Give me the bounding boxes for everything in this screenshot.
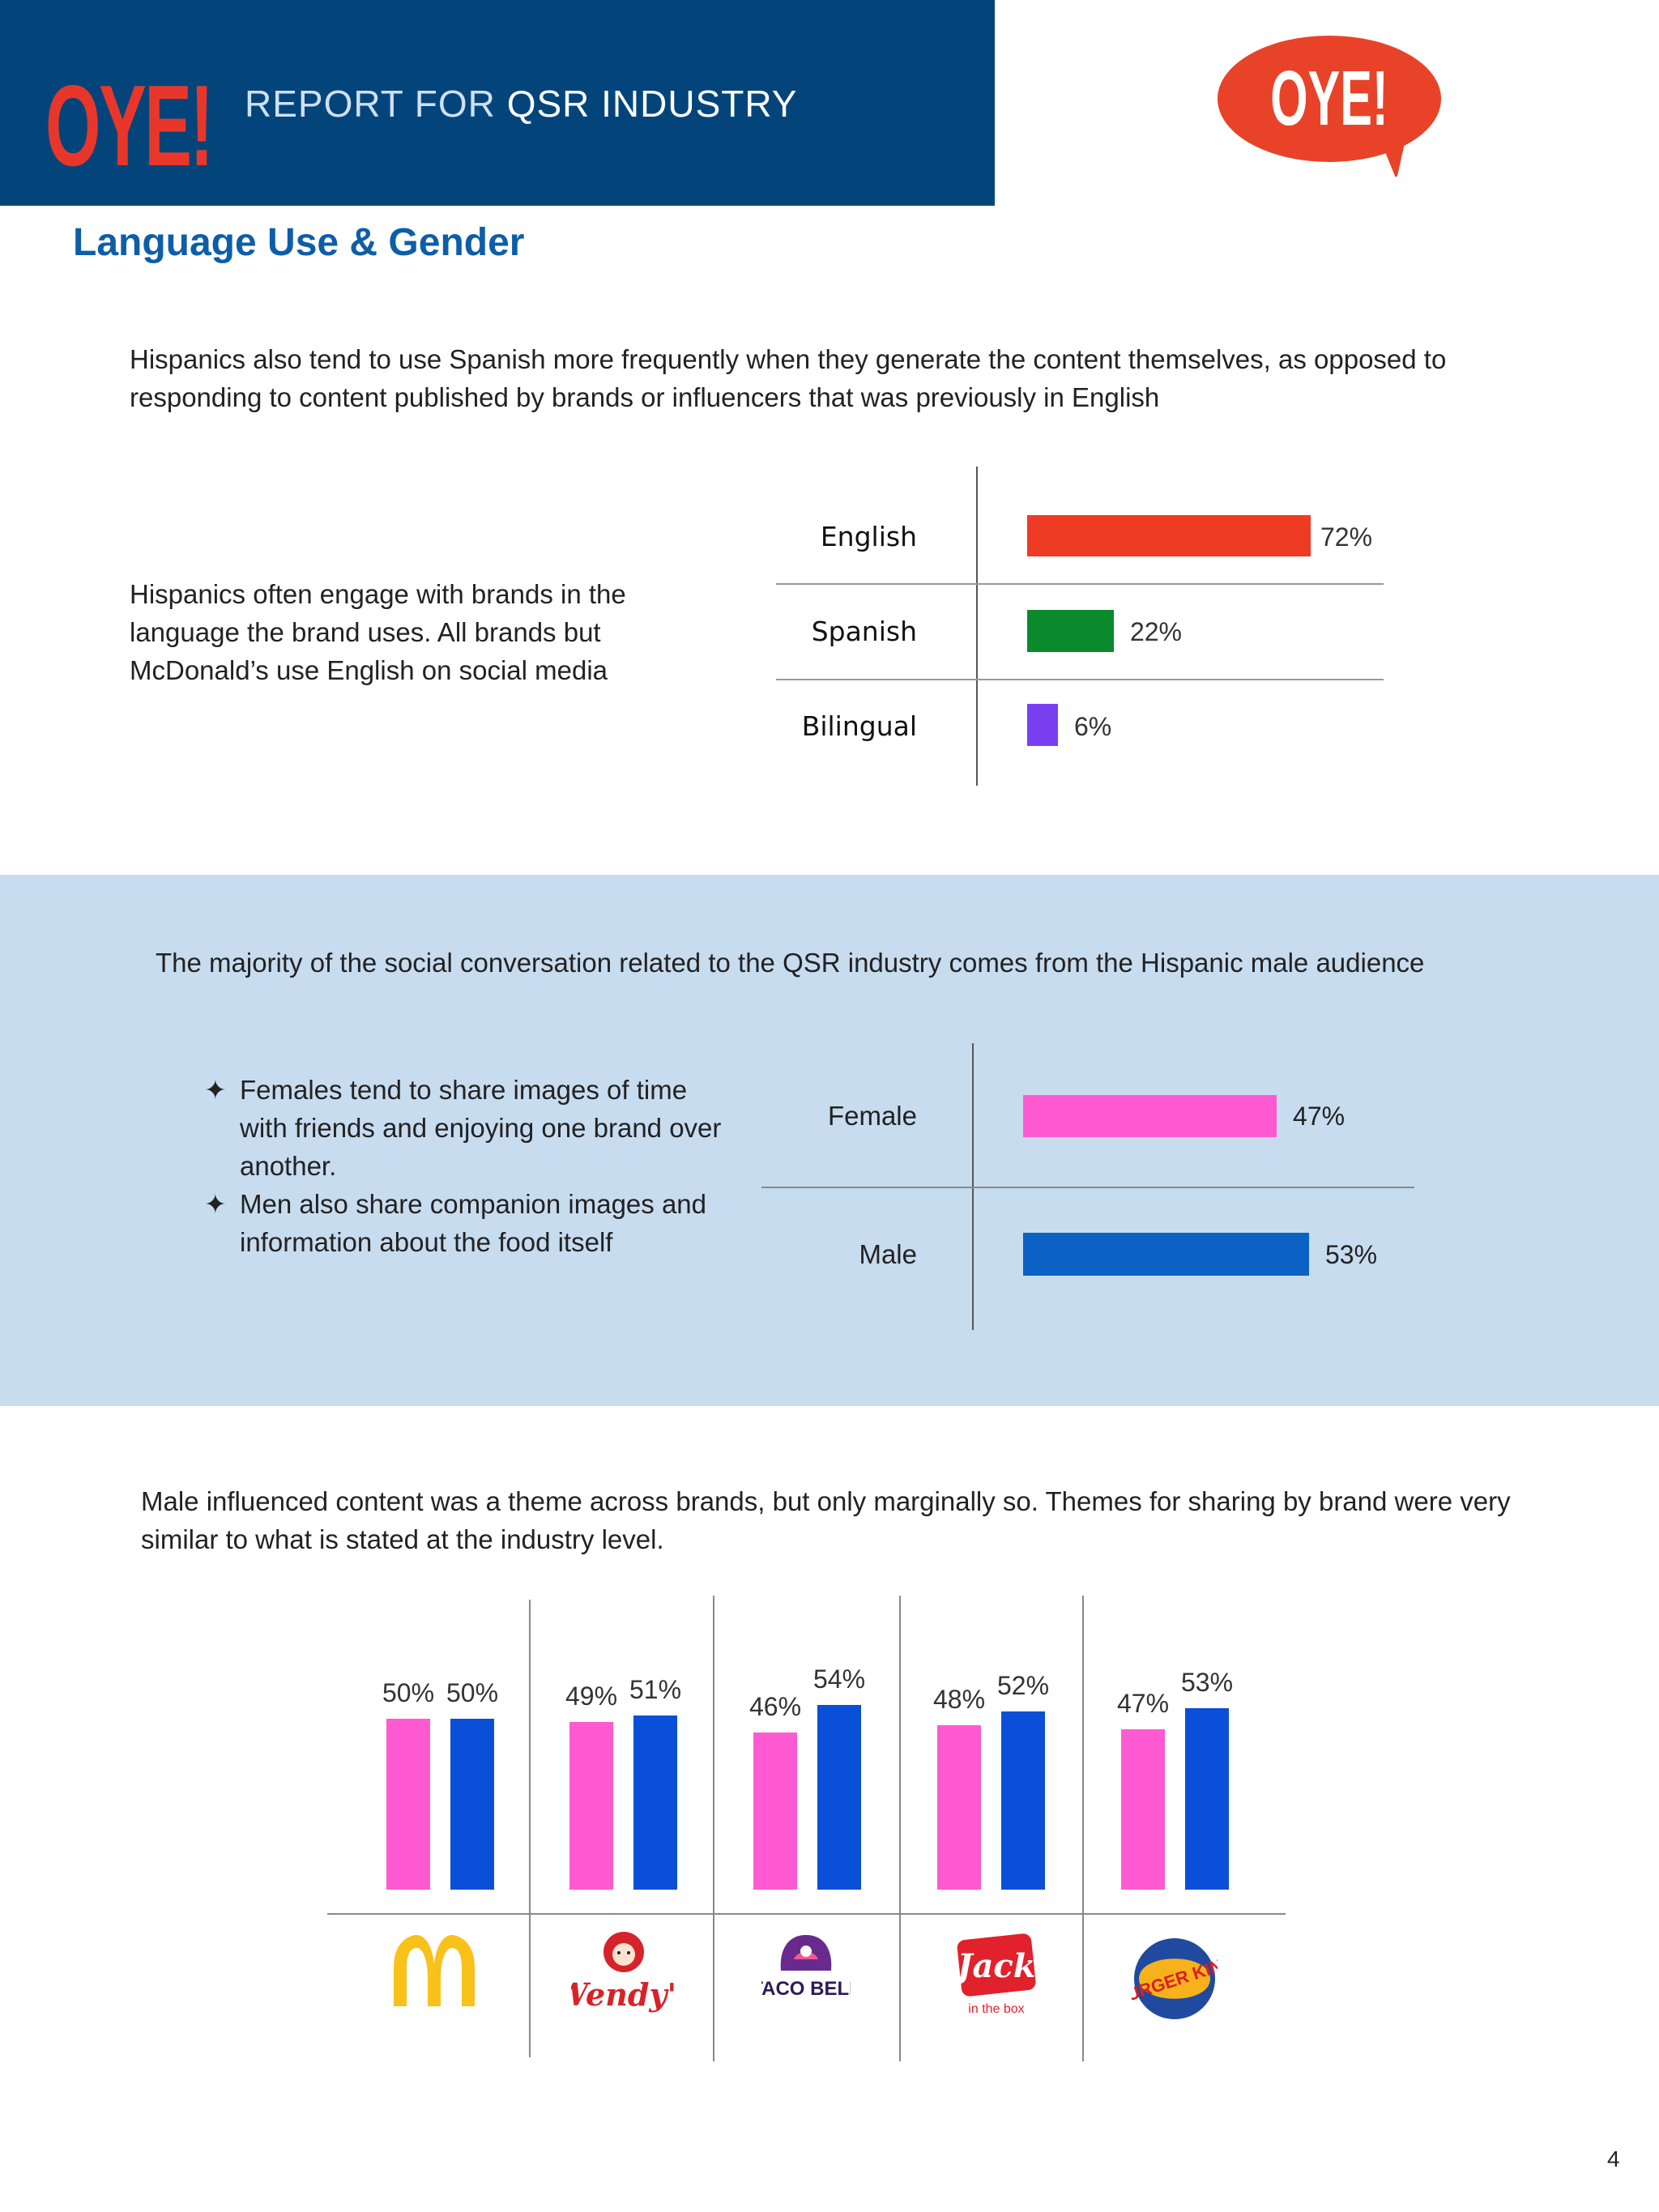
male-bar-mcdonalds [450, 1718, 494, 1890]
report-title: REPORT FOR QSR INDUSTRY [245, 79, 797, 128]
section1-note: Hispanics often engage with brands in th… [130, 579, 626, 685]
bullet-text: Men also share companion images and info… [240, 1189, 707, 1257]
star-bullet-icon: ✦ [204, 1075, 227, 1105]
chart1-category-english: English [820, 521, 917, 552]
report-subject: QSR INDUSTRY [506, 83, 798, 125]
wendys-logo: Wendy's [571, 1932, 676, 2013]
chart1-axis [976, 467, 978, 786]
section3-intro: Male influenced content was a theme acro… [141, 1486, 1511, 1554]
male-value-label: 50% [446, 1677, 499, 1707]
jack-logo-subtext: in the box [968, 2002, 1024, 2016]
female-value-label: 48% [932, 1685, 986, 1715]
female-bar-taco-bell [753, 1732, 797, 1890]
female-bar-jack-in-the-box [937, 1725, 981, 1890]
chart3-baseline [327, 1913, 1286, 1915]
female-bar-burger-king [1121, 1728, 1165, 1890]
female-bar-mcdonalds [386, 1718, 430, 1890]
section2-intro: The majority of the social conversation … [156, 948, 1425, 978]
chart1-label-english: 72% [1320, 522, 1373, 552]
male-bar-burger-king [1185, 1708, 1229, 1890]
page-title: Language Use & Gender [73, 221, 525, 264]
chart1-bar-bilingual [1027, 704, 1058, 746]
bullet-text: Females tend to share images of time wit… [240, 1075, 722, 1181]
wendys-logo-text: Wendy's [571, 1976, 676, 2013]
chart2-label-male: 53% [1325, 1240, 1378, 1269]
chart3-divider [899, 1596, 901, 2061]
chart1-bar-english [1027, 515, 1311, 556]
chart2-bar-female [1023, 1095, 1277, 1137]
bullet-item: ✦ Men also share companion images and inf… [204, 1185, 739, 1261]
oye-brand-logo: OYE! [45, 62, 214, 190]
chart1-divider [776, 679, 1384, 680]
female-value-label: 46% [748, 1691, 802, 1721]
chart2-divider [761, 1187, 1414, 1188]
chart1-category-spanish: Spanish [811, 616, 917, 647]
female-bar-wendys [569, 1722, 613, 1890]
section1-intro: Hispanics also tend to use Spanish more … [130, 344, 1447, 412]
chart3-divider [529, 1600, 531, 2057]
jack-in-the-box-logo: Jack in the box [952, 1933, 1036, 2016]
burger-king-logo: BURGER KING [1132, 1938, 1218, 2019]
chart3-divider [713, 1596, 714, 2061]
male-bar-wendys [633, 1715, 677, 1890]
male-value-label: 54% [812, 1664, 866, 1694]
male-value-label: 52% [996, 1671, 1050, 1701]
star-bullet-icon: ✦ [204, 1189, 227, 1219]
chart1-divider [776, 583, 1384, 585]
chart2-category-female: Female [827, 1101, 917, 1131]
page-number: 4 [1607, 2146, 1620, 2172]
bubble-logo-text: OYE! [1270, 54, 1388, 141]
header-band [0, 0, 995, 206]
oye-speech-bubble-logo: OYE! [1218, 36, 1441, 177]
bullet-item: ✦ Females tend to share images of time wi… [204, 1071, 739, 1185]
chart2-label-female: 47% [1293, 1102, 1346, 1131]
report-prefix: REPORT FOR [245, 83, 496, 125]
taco-bell-logo: TACO BELL [761, 1935, 851, 2000]
taco-bell-logo-text: TACO BELL [761, 1978, 851, 2000]
chart1-bar-spanish [1027, 610, 1114, 652]
male-bar-jack-in-the-box [1001, 1711, 1045, 1890]
chart1-label-bilingual: 6% [1074, 712, 1112, 741]
mcdonalds-logo [394, 1935, 475, 2006]
chart2-category-male: Male [859, 1239, 917, 1269]
chart1-label-spanish: 22% [1129, 617, 1182, 646]
gender-bullet-list: ✦ Females tend to share images of time wi… [204, 1071, 739, 1261]
female-value-label: 47% [1116, 1688, 1170, 1718]
female-value-label: 50% [382, 1677, 435, 1707]
male-value-label: 51% [629, 1674, 682, 1704]
male-value-label: 53% [1180, 1668, 1234, 1698]
chart2-bar-male [1023, 1233, 1309, 1276]
female-value-label: 49% [565, 1681, 618, 1711]
chart3-divider [1082, 1596, 1084, 2061]
chart1-category-bilingual: Bilingual [801, 710, 917, 742]
gender-section-band [0, 875, 1659, 1406]
male-bar-taco-bell [817, 1705, 861, 1890]
jack-logo-text: Jack [952, 1947, 1036, 1985]
